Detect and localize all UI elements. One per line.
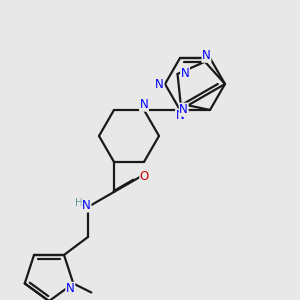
Text: N: N <box>176 110 184 122</box>
Text: O: O <box>140 170 149 183</box>
Text: N: N <box>181 68 189 80</box>
Text: N: N <box>66 282 75 296</box>
Text: N: N <box>140 98 148 111</box>
Text: H: H <box>74 198 82 208</box>
Text: N: N <box>155 77 164 91</box>
Text: N: N <box>202 49 211 62</box>
Text: N: N <box>179 103 188 116</box>
Text: N: N <box>82 199 91 212</box>
